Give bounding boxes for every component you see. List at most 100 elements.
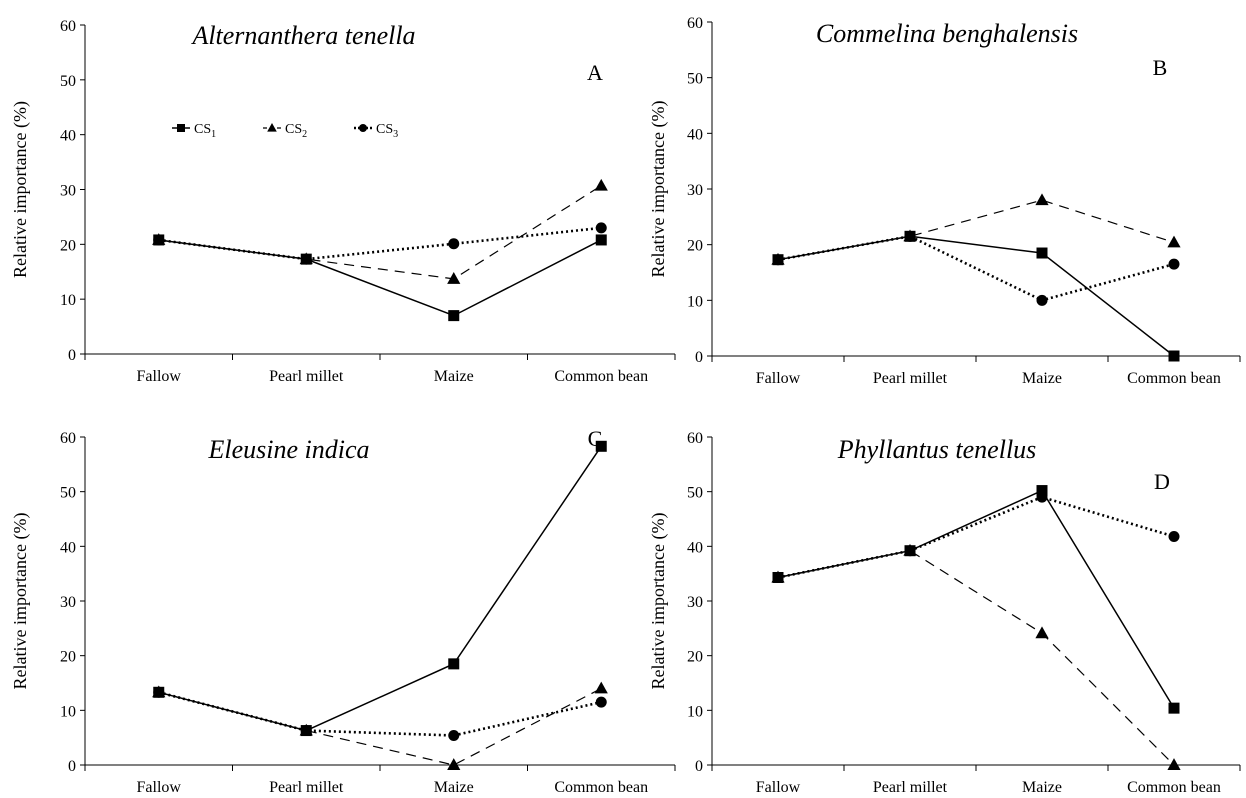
data-point-cs3	[1168, 258, 1180, 270]
y-tick-label: 40	[60, 128, 76, 145]
y-tick-label: 30	[60, 594, 76, 611]
y-tick-label: 20	[60, 649, 76, 666]
series-line-cs3	[158, 691, 602, 737]
data-point-cs1	[1036, 485, 1048, 497]
series-line-cs2	[777, 550, 1175, 766]
legend-label: CS3	[376, 122, 398, 140]
panel-letter: D	[1154, 469, 1170, 494]
data-point-cs1	[448, 658, 460, 670]
data-point-cs1	[904, 545, 916, 557]
series-line-cs3	[158, 226, 602, 261]
series-line-cs1	[158, 445, 602, 732]
legend-marker	[359, 124, 367, 132]
panel-letter: B	[1153, 55, 1168, 80]
x-tick-label: Pearl millet	[269, 368, 344, 385]
panel-letter: A	[587, 60, 603, 85]
y-tick-label: 50	[60, 73, 76, 90]
data-point-cs1	[300, 725, 312, 737]
y-axis-label: Relative importance (%)	[648, 101, 669, 278]
series-line-cs1	[777, 489, 1175, 709]
panel-title: Phyllantus tenellus	[837, 435, 1037, 464]
x-tick-label: Maize	[1022, 779, 1062, 796]
x-tick-label: Maize	[434, 779, 474, 796]
y-tick-label: 50	[687, 485, 703, 502]
series-line-cs2	[158, 687, 602, 766]
x-tick-label: Pearl millet	[269, 779, 344, 796]
data-point-cs1	[1036, 247, 1048, 259]
y-tick-label: 0	[695, 758, 703, 775]
y-tick-label: 30	[687, 182, 703, 199]
data-point-cs1	[448, 310, 460, 322]
data-point-cs2	[594, 681, 608, 694]
legend: CS1 CS2 CS3	[172, 122, 398, 140]
legend-item-cs3: CS3	[354, 122, 398, 140]
x-tick-label: Common bean	[554, 779, 648, 796]
y-tick-label: 10	[60, 292, 76, 309]
data-point-cs3	[595, 696, 607, 708]
data-point-cs1	[772, 254, 784, 266]
y-tick-label: 60	[687, 430, 703, 447]
legend-label: CS1	[194, 122, 216, 140]
x-tick-label: Common bean	[1127, 779, 1221, 796]
data-point-cs3	[448, 238, 460, 250]
y-tick-label: 50	[60, 485, 76, 502]
data-point-cs3	[595, 222, 607, 234]
data-point-cs1	[595, 234, 607, 246]
series-line-cs3	[777, 234, 1175, 302]
data-point-cs2	[1035, 193, 1049, 206]
data-point-cs2	[1167, 235, 1181, 248]
data-point-cs1	[1168, 350, 1180, 362]
x-tick-label: Pearl millet	[873, 779, 948, 796]
y-tick-label: 10	[687, 703, 703, 720]
x-tick-label: Fallow	[756, 779, 801, 796]
panel-c: 0 10 20 30 40 50 60 Fallow Pearl millet Maize Comm…	[10, 426, 676, 796]
y-tick-label: 60	[60, 430, 76, 447]
data-point-cs2	[1035, 626, 1049, 639]
panel-b: 0 10 20 30 40 50 60 Fallow Pearl millet Maize Comm…	[648, 15, 1241, 387]
y-tick-label: 30	[687, 594, 703, 611]
x-tick-label: Maize	[1022, 370, 1062, 387]
series-line-cs2	[158, 185, 602, 280]
y-tick-label: 50	[687, 71, 703, 88]
y-tick-label: 40	[687, 539, 703, 556]
series-line-cs2	[777, 199, 1175, 261]
y-tick-label: 10	[687, 293, 703, 310]
y-tick-label: 0	[695, 349, 703, 366]
panel-title: Commelina benghalensis	[816, 19, 1078, 48]
x-tick-label: Fallow	[137, 368, 182, 385]
y-axis-label: Relative importance (%)	[648, 513, 669, 690]
panel-a: 0 10 20 30 40 50 60 Fallow Pearl millet Maize Comm…	[10, 18, 676, 385]
x-tick-label: Fallow	[756, 370, 801, 387]
legend-item-cs2: CS2	[263, 122, 307, 140]
legend-item-cs1: CS1	[172, 122, 216, 140]
x-tick-label: Maize	[434, 368, 474, 385]
x-tick-label: Pearl millet	[873, 370, 948, 387]
y-tick-label: 40	[687, 126, 703, 143]
y-tick-label: 60	[60, 18, 76, 35]
y-tick-label: 0	[68, 347, 76, 364]
data-point-cs1	[1168, 702, 1180, 714]
y-tick-label: 20	[60, 237, 76, 254]
y-tick-label: 0	[68, 758, 76, 775]
data-point-cs1	[153, 234, 165, 246]
series-line-cs1	[158, 239, 602, 317]
data-point-cs1	[300, 253, 312, 265]
data-point-cs1	[595, 440, 607, 452]
legend-marker	[267, 123, 277, 132]
legend-marker	[177, 124, 185, 132]
data-point-cs1	[904, 230, 916, 242]
panel-d: 0 10 20 30 40 50 60 Fallow Pearl millet Maize Comm…	[648, 430, 1241, 796]
data-point-cs3	[1036, 294, 1048, 306]
panel-title: Eleusine indica	[207, 435, 369, 464]
data-point-cs3	[448, 729, 460, 741]
y-tick-label: 40	[60, 539, 76, 556]
x-tick-label: Common bean	[1127, 370, 1221, 387]
x-tick-label: Common bean	[554, 368, 648, 385]
y-tick-label: 20	[687, 238, 703, 255]
series-line-cs3	[777, 495, 1175, 579]
y-axis-label: Relative importance (%)	[10, 513, 31, 690]
x-tick-label: Fallow	[137, 779, 182, 796]
data-point-cs3	[1168, 530, 1180, 542]
data-point-cs1	[772, 571, 784, 583]
